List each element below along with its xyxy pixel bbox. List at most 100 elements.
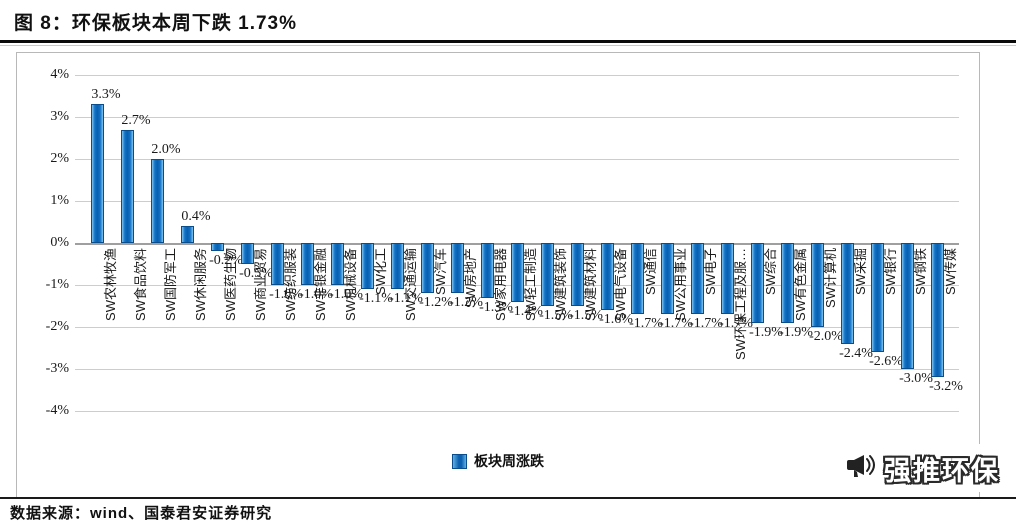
category-label: SW采掘 bbox=[853, 248, 868, 295]
bar-value-label: -1.2% bbox=[449, 295, 483, 311]
brand-logo: 强推环保 bbox=[834, 444, 1010, 492]
gridline bbox=[75, 159, 959, 160]
bar-value-label: -1.1% bbox=[359, 291, 393, 307]
legend-label: 板块周涨跌 bbox=[474, 453, 544, 469]
category-label: SW钢铁 bbox=[913, 248, 928, 295]
chart-title: 图 8：环保板块本周下跌 1.73% bbox=[14, 13, 297, 34]
category-label: SW环保工程及服… bbox=[733, 248, 748, 360]
y-tick-label: 0% bbox=[50, 235, 69, 250]
category-label: SW建筑材料 bbox=[583, 248, 598, 321]
bar-value-label: -3.0% bbox=[899, 371, 933, 386]
title-divider bbox=[0, 40, 1016, 43]
bar-value-label: -1.3% bbox=[479, 299, 513, 315]
legend-swatch bbox=[452, 453, 467, 469]
plot-area: 3.3% SW农林牧渔 2.7% SW食品饮料 2.0% SW国防军工 0.4% SW休闲服务… bbox=[75, 75, 963, 412]
bar-value-label: 2.0% bbox=[151, 142, 181, 157]
category-label: SW公用事业 bbox=[673, 248, 688, 321]
bar-value-label: 2.7% bbox=[121, 112, 151, 128]
y-tick-label: 2% bbox=[50, 151, 69, 166]
bar-value-label: -1.5% bbox=[539, 308, 573, 323]
bar bbox=[210, 243, 224, 252]
bar-value-label: -1.7% bbox=[629, 316, 663, 332]
gridline bbox=[75, 411, 959, 412]
y-tick-label: 4% bbox=[50, 67, 69, 82]
category-label: SW家用电器 bbox=[493, 248, 508, 321]
category-label: SW电气设备 bbox=[613, 248, 628, 321]
bar bbox=[840, 243, 854, 344]
gridline bbox=[75, 117, 959, 118]
y-tick-label: 3% bbox=[50, 109, 69, 124]
bar bbox=[540, 243, 554, 306]
bar-value-label: -1.0% bbox=[329, 287, 363, 302]
category-label: SW纺织服装 bbox=[283, 248, 298, 321]
category-label: SW传媒 bbox=[943, 248, 958, 295]
bar-value-label: -1.7% bbox=[689, 316, 723, 332]
bar bbox=[600, 243, 614, 311]
bar bbox=[390, 243, 404, 290]
category-label: SW计算机 bbox=[823, 248, 838, 308]
brand-logo-label: 强推环保 bbox=[884, 455, 1000, 486]
bar-value-label: -1.5% bbox=[569, 308, 603, 323]
category-label: SW房地产 bbox=[463, 248, 478, 308]
category-label: SW医药生物 bbox=[223, 248, 238, 321]
category-label: SW机械设备 bbox=[343, 248, 358, 321]
gridline bbox=[75, 327, 959, 328]
category-label: SW国防军工 bbox=[163, 248, 178, 321]
bar bbox=[570, 243, 584, 306]
bar-value-label: -1.7% bbox=[659, 316, 693, 332]
bar bbox=[360, 243, 374, 290]
bar-value-label: 3.3% bbox=[91, 87, 121, 103]
bar bbox=[900, 243, 914, 369]
bar bbox=[180, 226, 194, 243]
bar bbox=[450, 243, 464, 294]
category-label: SW银行 bbox=[883, 248, 898, 295]
gridline bbox=[75, 75, 959, 76]
bar-value-label: -1.9% bbox=[749, 324, 783, 340]
bar-value-label: -2.4% bbox=[839, 345, 873, 361]
bar bbox=[150, 159, 164, 243]
category-label: SW休闲服务 bbox=[193, 248, 208, 321]
megaphone-icon bbox=[847, 455, 875, 477]
bar bbox=[780, 243, 794, 323]
gridline bbox=[75, 201, 959, 202]
bar-value-label: -1.2% bbox=[419, 295, 453, 311]
bar-value-label: -1.0% bbox=[269, 287, 303, 302]
bar bbox=[750, 243, 764, 323]
bar bbox=[420, 243, 434, 294]
category-label: SW汽车 bbox=[433, 248, 448, 295]
bar bbox=[660, 243, 674, 315]
bar-value-label: -0.5% bbox=[239, 266, 273, 281]
bar-value-label: -1.4% bbox=[509, 303, 543, 319]
title-divider-thin bbox=[0, 45, 1016, 46]
legend: 板块周涨跌 bbox=[17, 451, 979, 471]
gridline bbox=[75, 369, 959, 370]
bar-value-label: -2.6% bbox=[869, 354, 903, 370]
category-label: SW商业贸易 bbox=[253, 248, 268, 321]
bar bbox=[720, 243, 734, 315]
bar bbox=[480, 243, 494, 298]
bar-value-label: -2.0% bbox=[809, 329, 843, 344]
category-label: SW有色金属 bbox=[793, 248, 808, 321]
bar bbox=[870, 243, 884, 353]
bar-value-label: 0.4% bbox=[181, 209, 211, 225]
category-label: SW化工 bbox=[373, 248, 388, 295]
category-label: SW非银金融 bbox=[313, 248, 328, 321]
category-label: SW交通运输 bbox=[403, 248, 418, 321]
y-tick-label: -1% bbox=[45, 277, 69, 292]
bar bbox=[240, 243, 254, 264]
y-axis: 4% 3% 2% 1% 0% -1% -2% -3% -4% bbox=[23, 53, 69, 497]
category-label: SW通信 bbox=[643, 248, 658, 295]
bar bbox=[300, 243, 314, 285]
category-label: SW农林牧渔 bbox=[103, 248, 118, 321]
category-label: SW建筑装饰 bbox=[553, 248, 568, 321]
bar-value-label: -1.6% bbox=[599, 312, 633, 328]
bar-value-label: -0.2% bbox=[209, 253, 243, 269]
bar-value-label: -1.0% bbox=[299, 287, 333, 302]
bar-value-label: -1.1% bbox=[389, 291, 423, 307]
bar-value-label: -1.7% bbox=[719, 316, 753, 332]
category-label: SW综合 bbox=[763, 248, 778, 295]
data-source-note: 数据来源：wind、国泰君安证券研究 bbox=[10, 505, 273, 522]
bar-value-label: -1.9% bbox=[779, 324, 813, 340]
bar bbox=[630, 243, 644, 315]
bar bbox=[330, 243, 344, 285]
